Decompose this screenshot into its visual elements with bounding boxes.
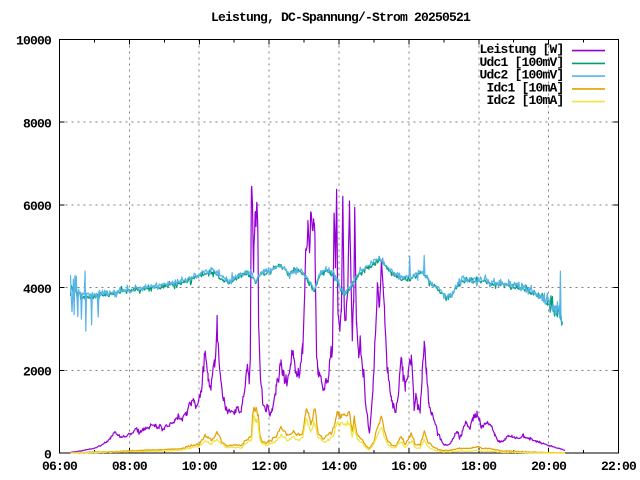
svg-text:10:00: 10:00 xyxy=(182,459,218,474)
svg-text:22:00: 22:00 xyxy=(601,459,637,474)
svg-text:8000: 8000 xyxy=(23,116,52,131)
svg-text:10000: 10000 xyxy=(16,34,52,49)
svg-text:Leistung, DC-Spannung/-Strom 2: Leistung, DC-Spannung/-Strom 20250521 xyxy=(211,10,471,25)
svg-text:20:00: 20:00 xyxy=(531,459,567,474)
svg-text:06:00: 06:00 xyxy=(42,459,78,474)
svg-text:Udc2 [100mV]: Udc2 [100mV] xyxy=(479,68,563,83)
svg-text:08:00: 08:00 xyxy=(112,459,148,474)
svg-text:12:00: 12:00 xyxy=(252,459,288,474)
svg-text:Idc1 [10mA]: Idc1 [10mA] xyxy=(486,81,563,96)
svg-text:2000: 2000 xyxy=(23,365,52,380)
svg-text:6000: 6000 xyxy=(23,199,52,214)
svg-text:Udc1 [100mV]: Udc1 [100mV] xyxy=(479,55,563,70)
svg-text:18:00: 18:00 xyxy=(461,459,497,474)
svg-text:Idc2 [10mA]: Idc2 [10mA] xyxy=(486,93,563,108)
svg-text:0: 0 xyxy=(44,447,52,462)
svg-text:14:00: 14:00 xyxy=(321,459,357,474)
svg-text:Leistung [W]: Leistung [W] xyxy=(479,42,563,57)
svg-text:16:00: 16:00 xyxy=(391,459,427,474)
svg-text:4000: 4000 xyxy=(23,282,52,297)
